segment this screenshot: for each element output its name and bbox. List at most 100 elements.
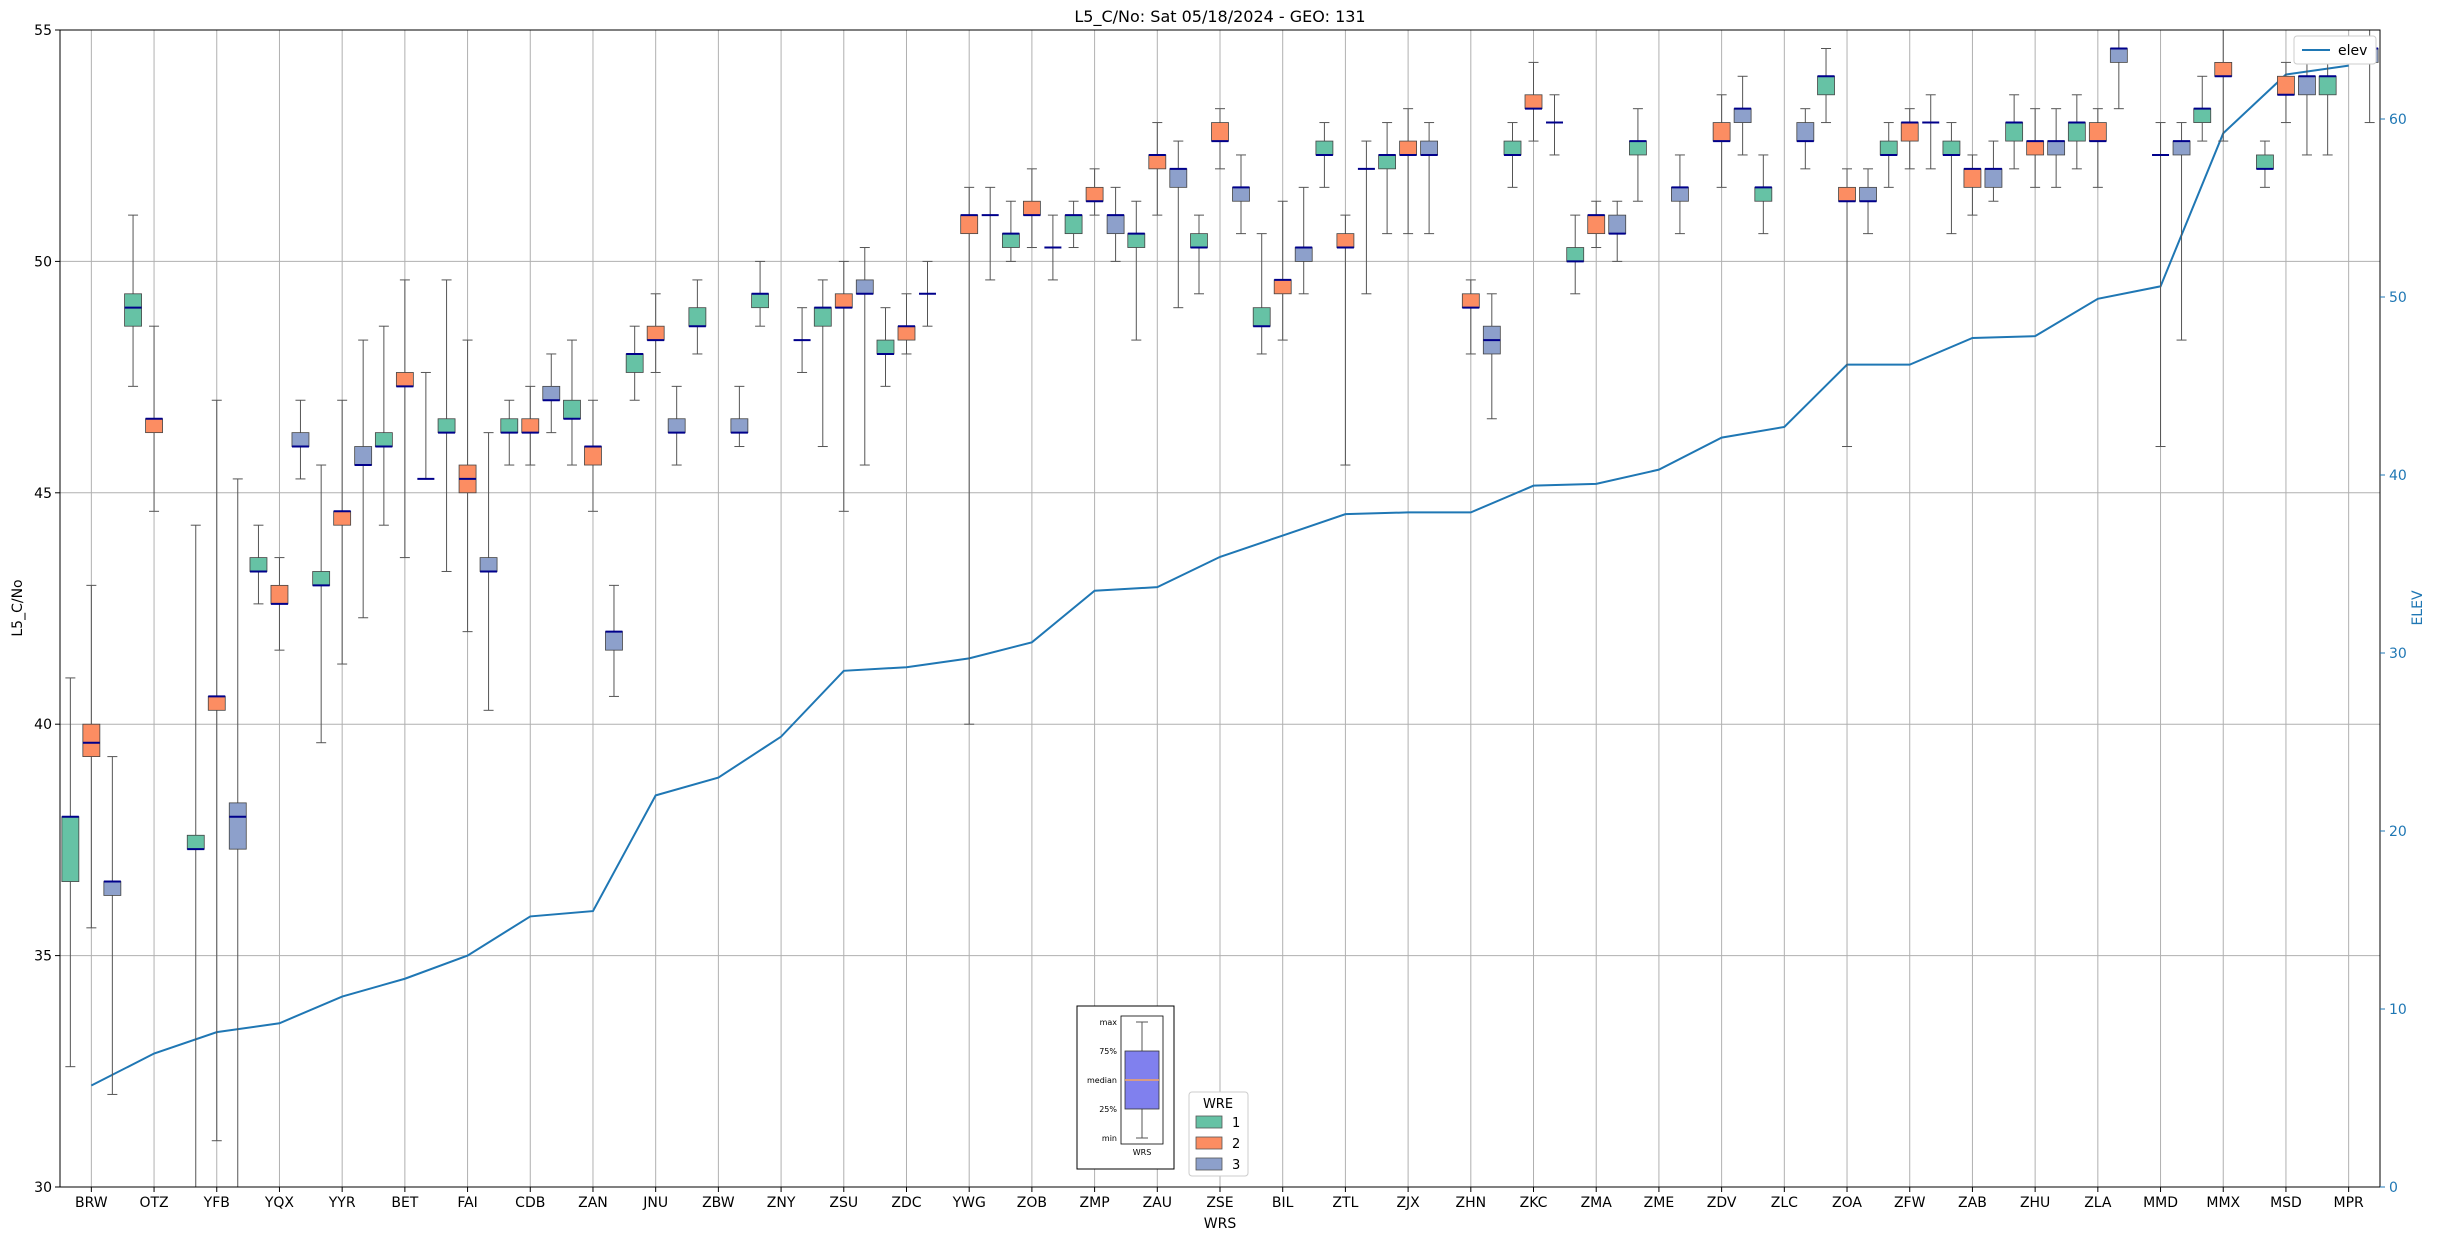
y2-tick-label: 30 <box>2389 646 2407 662</box>
box-wre-1 <box>2005 122 2024 142</box>
inset-key-label-min: min <box>1102 1134 1117 1143</box>
box-wre-1 <box>751 293 769 309</box>
box-wre-2 <box>1963 168 1982 188</box>
box-wre-3 <box>354 446 373 466</box>
box-wre-2 <box>145 418 163 434</box>
box-wre-1 <box>563 399 581 420</box>
box-wre-1 <box>625 353 644 373</box>
x-tick-label: ZME <box>1644 1195 1675 1211</box>
box-wre-3 <box>1608 214 1627 235</box>
wre-legend: WRE 1 2 3 <box>1188 1091 1249 1177</box>
x-tick-label: ZAU <box>1143 1195 1172 1211</box>
box-wre-2 <box>1085 186 1104 202</box>
y2-tick-label: 0 <box>2389 1180 2398 1196</box>
y2-axis-label: ELEV <box>2410 590 2426 625</box>
box-wre-1 <box>437 418 456 434</box>
x-tick-label: ZMA <box>1581 1195 1613 1211</box>
box-wre-2 <box>2088 122 2107 142</box>
y2-tick-label: 10 <box>2389 1002 2407 1018</box>
box-wre-1 <box>1503 140 1522 156</box>
box-wre-2 <box>646 325 665 341</box>
box-wre-2 <box>1022 200 1041 216</box>
x-tick-label: MPR <box>2334 1195 2365 1211</box>
y-tick-label: 40 <box>34 717 52 733</box>
box-wre-3 <box>1671 186 1689 202</box>
x-tick-label: ZFW <box>1894 1195 1926 1211</box>
inset-key-label-median: median <box>1087 1076 1117 1085</box>
box-wre-3 <box>1232 186 1250 202</box>
box-wre-3 <box>1733 108 1752 123</box>
box-wre-1 <box>1064 214 1083 235</box>
wre-legend-label-2: 2 <box>1232 1137 1240 1152</box>
box-wre-2 <box>2214 61 2233 77</box>
box-wre-3 <box>730 418 749 434</box>
box-layer <box>61 29 2379 1188</box>
inset-key-label-max: max <box>1100 1018 1118 1027</box>
box-wre-1 <box>1315 140 1334 156</box>
box-wre-2 <box>1273 279 1292 295</box>
wre-legend-swatch-1 <box>1195 1115 1223 1129</box>
box-wre-3 <box>1169 168 1188 188</box>
x-tick-label: YYR <box>328 1195 356 1211</box>
x-tick-label: ZTL <box>1332 1195 1358 1211</box>
x-tick-label: JNU <box>642 1195 668 1211</box>
box-wre-1 <box>1001 233 1020 248</box>
x-tick-label: ZHU <box>2020 1195 2050 1211</box>
box-wre-1 <box>876 339 895 355</box>
wre-legend-box <box>1188 1091 1249 1177</box>
x-tick-label: ZNY <box>767 1195 796 1211</box>
x-tick-label: ZAN <box>578 1195 608 1211</box>
box-wre-1 <box>1566 247 1585 262</box>
x-tick-label: BET <box>391 1195 418 1211</box>
box-wre-1 <box>1817 75 1835 96</box>
box-wre-2 <box>1587 214 1606 235</box>
chart-title: L5_C/No: Sat 05/18/2024 - GEO: 131 <box>1074 7 1365 27</box>
box-wre-3 <box>855 279 874 295</box>
box-wre-1 <box>1942 140 1961 156</box>
x-tick-label: ZMP <box>1080 1195 1110 1211</box>
box-wre-1 <box>1127 233 1146 248</box>
box-wre-3 <box>1106 214 1125 235</box>
box-wre-2 <box>1148 154 1167 170</box>
x-tick-label: YFB <box>203 1195 230 1211</box>
box-wre-2 <box>1399 140 1418 156</box>
x-tick-label: ZKC <box>1520 1195 1548 1211</box>
x-tick-label: ZAB <box>1958 1195 1987 1211</box>
box-wre-2 <box>960 214 979 235</box>
x-tick-label: ZJX <box>1396 1195 1420 1211</box>
box-wre-2 <box>333 510 352 526</box>
box-wre-1 <box>2193 108 2212 123</box>
y-tick-label: 55 <box>34 23 52 39</box>
box-wre-3 <box>291 432 310 447</box>
box-wre-2 <box>1461 293 1480 309</box>
x-tick-label: ZOB <box>1017 1195 1047 1211</box>
box-wre-2 <box>2277 75 2295 96</box>
box-wre-1 <box>1629 140 1647 156</box>
box-wre-1 <box>2067 122 2086 142</box>
box-wre-1 <box>1879 140 1898 156</box>
box-wre-2 <box>584 446 602 466</box>
box-wre-2 <box>1211 122 1229 142</box>
box-wre-3 <box>1796 122 1815 142</box>
box-wre-2 <box>82 723 101 757</box>
x-tick-label: ZDC <box>891 1195 921 1211</box>
box-wre-1 <box>1252 307 1271 327</box>
x-axis-label: WRS <box>1204 1216 1237 1232</box>
box-wre-2 <box>1524 94 1543 110</box>
x-tick-label: ZSU <box>829 1195 858 1211</box>
x-tick-label: YQX <box>264 1195 295 1211</box>
elev-line <box>90 64 2349 1087</box>
x-tick-label: MSD <box>2270 1195 2302 1211</box>
wre-legend-label-3: 3 <box>1232 1158 1240 1173</box>
box-wre-1 <box>813 307 832 327</box>
y2-tick-label: 60 <box>2389 112 2407 128</box>
x-tick-label: ZOA <box>1832 1195 1862 1211</box>
y-tick-label: 45 <box>34 486 52 502</box>
x-tick-label: ZBW <box>702 1195 735 1211</box>
box-wre-1 <box>2318 75 2337 96</box>
x-tick-label: ZLA <box>2084 1195 2112 1211</box>
inset-key: max 75% median 25% min WRS <box>1076 1005 1175 1170</box>
y2-tick-label: 50 <box>2389 290 2407 306</box>
box-wre-3 <box>1294 247 1313 262</box>
inset-key-label-q1: 25% <box>1099 1105 1117 1114</box>
